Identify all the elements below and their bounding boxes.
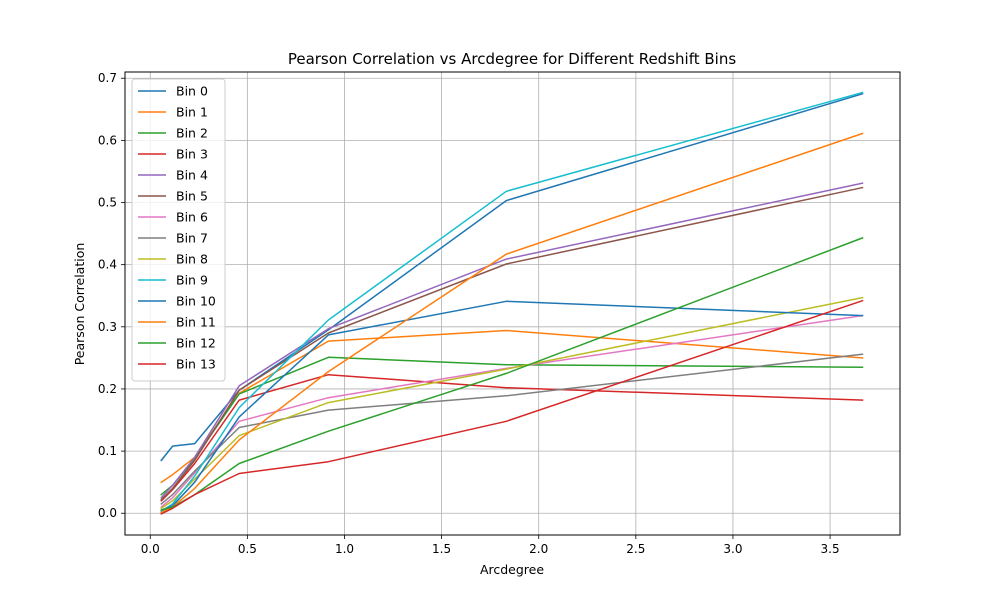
legend-label-bin-0: Bin 0 (176, 84, 208, 99)
legend-label-bin-6: Bin 6 (176, 210, 208, 225)
y-tick-label: 0.3 (98, 320, 117, 334)
legend-label-bin-1: Bin 1 (176, 105, 208, 120)
y-tick-label: 0.4 (98, 258, 117, 272)
x-tick-label: 1.0 (335, 542, 354, 556)
series-line-bin-3 (160, 373, 864, 502)
series-layer (160, 91, 864, 515)
legend-label-bin-13: Bin 13 (176, 357, 216, 372)
legend-label-bin-5: Bin 5 (176, 189, 208, 204)
x-tick-label: 0.0 (141, 542, 160, 556)
series-line-bin-13 (160, 299, 864, 515)
legend-label-bin-3: Bin 3 (176, 147, 208, 162)
x-tick-label: 2.0 (529, 542, 548, 556)
x-axis-label: Arcdegree (480, 562, 544, 577)
x-tick-label: 1.5 (432, 542, 451, 556)
legend-label-bin-2: Bin 2 (176, 126, 208, 141)
series-line-bin-7 (160, 353, 864, 505)
plot-frame (124, 71, 901, 536)
grid-lines (125, 72, 900, 535)
y-tick-label: 0.0 (98, 506, 117, 520)
y-tick-label: 0.6 (98, 133, 117, 147)
legend-label-bin-8: Bin 8 (176, 252, 208, 267)
y-tick-label: 0.1 (98, 444, 117, 458)
legend-label-bin-11: Bin 11 (176, 315, 216, 330)
series-line-bin-5 (160, 186, 864, 501)
y-tick-label: 0.7 (98, 71, 117, 85)
series-line-bin-4 (160, 182, 864, 499)
x-tick-label: 3.0 (723, 542, 742, 556)
series-line-bin-9 (160, 91, 864, 513)
series-line-bin-8 (160, 296, 864, 510)
legend-label-bin-7: Bin 7 (176, 231, 208, 246)
legend-label-bin-10: Bin 10 (176, 294, 216, 309)
chart-title: Pearson Correlation vs Arcdegree for Dif… (288, 50, 737, 68)
series-line-bin-12 (160, 236, 864, 512)
legend-label-bin-12: Bin 12 (176, 336, 216, 351)
x-tick-label: 0.5 (238, 542, 257, 556)
x-axis: 0.0 0.5 1.0 1.5 2.0 2.5 3.0 3.5 (141, 535, 840, 556)
y-axis: 0.0 0.1 0.2 0.3 0.4 0.5 0.6 0.7 (98, 71, 125, 520)
legend: Bin 0 Bin 1 Bin 2 Bin 3 Bin 4 Bin 5 Bin 6 Bin 7… (131, 78, 226, 382)
x-tick-label: 3.5 (821, 542, 840, 556)
y-axis-label: Pearson Correlation (72, 243, 87, 366)
series-line-bin-10 (160, 300, 864, 512)
y-tick-label: 0.5 (98, 196, 117, 210)
legend-label-bin-4: Bin 4 (176, 168, 208, 183)
x-tick-label: 2.5 (626, 542, 645, 556)
y-tick-label: 0.2 (98, 382, 117, 396)
legend-label-bin-9: Bin 9 (176, 273, 208, 288)
